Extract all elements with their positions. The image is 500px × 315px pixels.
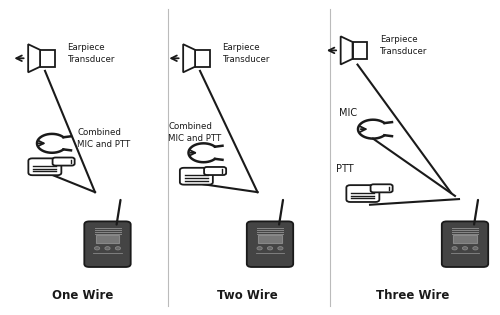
Text: PTT: PTT [336,163,353,174]
Bar [258,235,281,243]
Circle shape [473,247,478,250]
Circle shape [105,247,110,250]
FancyBboxPatch shape [180,168,213,185]
Polygon shape [340,36,352,65]
Bar [195,50,210,67]
Text: Earpiece
Transducer: Earpiece Transducer [222,43,270,64]
Bar [352,42,368,59]
Text: Combined
MIC and PTT: Combined MIC and PTT [77,128,130,149]
Text: MIC: MIC [339,108,357,118]
Circle shape [94,247,100,250]
Text: Combined
MIC and PTT: Combined MIC and PTT [168,122,222,143]
Circle shape [278,247,283,250]
FancyBboxPatch shape [28,158,62,175]
Text: One Wire: One Wire [52,289,113,302]
Text: Earpiece
Transducer: Earpiece Transducer [380,35,428,56]
FancyBboxPatch shape [247,221,293,267]
Bar [454,235,476,243]
Bar [96,235,119,243]
Circle shape [116,247,120,250]
Text: Two Wire: Two Wire [217,289,278,302]
FancyBboxPatch shape [346,185,380,202]
FancyBboxPatch shape [204,167,226,175]
FancyBboxPatch shape [442,221,488,267]
Circle shape [268,247,272,250]
Circle shape [257,247,262,250]
FancyBboxPatch shape [84,221,130,267]
FancyBboxPatch shape [370,184,392,192]
Text: Three Wire: Three Wire [376,289,449,302]
Text: Earpiece
Transducer: Earpiece Transducer [68,43,115,64]
FancyBboxPatch shape [52,158,74,166]
Circle shape [452,247,457,250]
Polygon shape [28,44,40,72]
Bar [40,50,55,67]
Circle shape [462,247,468,250]
Polygon shape [183,44,195,72]
